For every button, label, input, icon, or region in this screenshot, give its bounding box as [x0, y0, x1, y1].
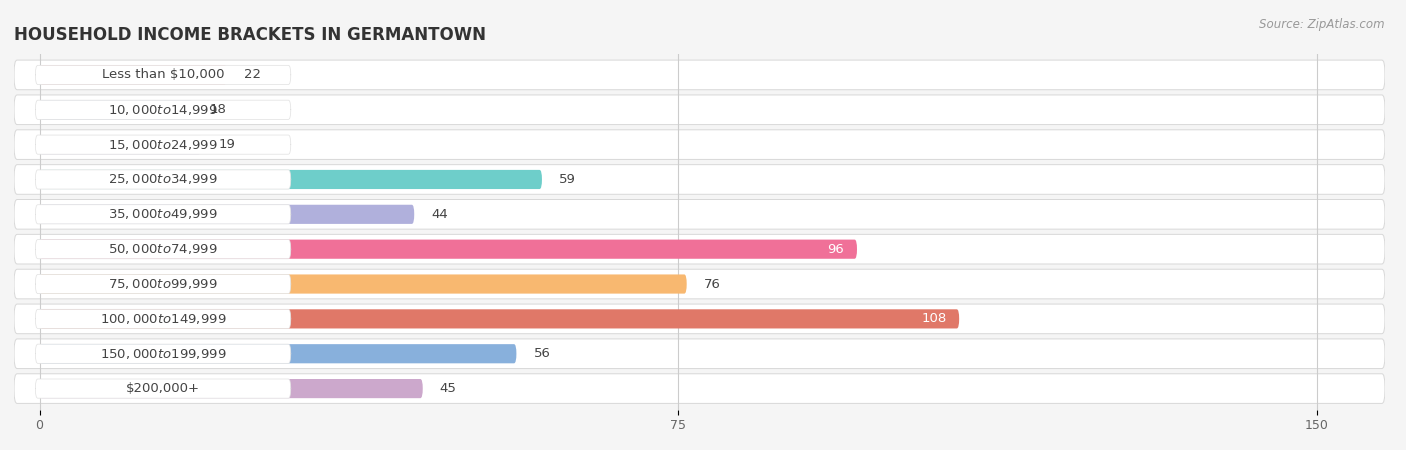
FancyBboxPatch shape: [39, 309, 959, 328]
Text: Source: ZipAtlas.com: Source: ZipAtlas.com: [1260, 18, 1385, 31]
Text: $50,000 to $74,999: $50,000 to $74,999: [108, 242, 218, 256]
FancyBboxPatch shape: [14, 234, 1385, 264]
Text: 56: 56: [533, 347, 550, 360]
Text: 108: 108: [921, 312, 946, 325]
Text: $10,000 to $14,999: $10,000 to $14,999: [108, 103, 218, 117]
FancyBboxPatch shape: [35, 205, 291, 224]
FancyBboxPatch shape: [14, 95, 1385, 125]
Text: $35,000 to $49,999: $35,000 to $49,999: [108, 207, 218, 221]
FancyBboxPatch shape: [14, 374, 1385, 403]
FancyBboxPatch shape: [35, 170, 291, 189]
FancyBboxPatch shape: [14, 269, 1385, 299]
FancyBboxPatch shape: [14, 165, 1385, 194]
FancyBboxPatch shape: [39, 170, 541, 189]
FancyBboxPatch shape: [39, 239, 858, 259]
Text: 18: 18: [209, 103, 226, 116]
FancyBboxPatch shape: [39, 135, 201, 154]
FancyBboxPatch shape: [14, 60, 1385, 90]
FancyBboxPatch shape: [35, 379, 291, 398]
FancyBboxPatch shape: [35, 65, 291, 85]
FancyBboxPatch shape: [35, 344, 291, 363]
Text: $75,000 to $99,999: $75,000 to $99,999: [108, 277, 218, 291]
FancyBboxPatch shape: [35, 100, 291, 119]
Text: 45: 45: [440, 382, 457, 395]
FancyBboxPatch shape: [35, 274, 291, 293]
FancyBboxPatch shape: [35, 135, 291, 154]
Text: 96: 96: [828, 243, 844, 256]
FancyBboxPatch shape: [39, 65, 226, 85]
Text: 59: 59: [560, 173, 576, 186]
FancyBboxPatch shape: [35, 239, 291, 259]
Text: 76: 76: [704, 278, 721, 291]
Text: 19: 19: [218, 138, 235, 151]
FancyBboxPatch shape: [39, 274, 686, 293]
Text: $150,000 to $199,999: $150,000 to $199,999: [100, 347, 226, 361]
FancyBboxPatch shape: [14, 339, 1385, 369]
Text: $25,000 to $34,999: $25,000 to $34,999: [108, 172, 218, 186]
Text: $15,000 to $24,999: $15,000 to $24,999: [108, 138, 218, 152]
FancyBboxPatch shape: [14, 304, 1385, 334]
Text: $100,000 to $149,999: $100,000 to $149,999: [100, 312, 226, 326]
Text: 44: 44: [432, 208, 449, 221]
Text: Less than $10,000: Less than $10,000: [101, 68, 225, 81]
FancyBboxPatch shape: [39, 100, 193, 119]
FancyBboxPatch shape: [14, 199, 1385, 229]
Text: HOUSEHOLD INCOME BRACKETS IN GERMANTOWN: HOUSEHOLD INCOME BRACKETS IN GERMANTOWN: [14, 26, 486, 44]
FancyBboxPatch shape: [35, 309, 291, 328]
FancyBboxPatch shape: [14, 130, 1385, 159]
FancyBboxPatch shape: [39, 205, 415, 224]
Text: $200,000+: $200,000+: [127, 382, 200, 395]
FancyBboxPatch shape: [39, 379, 423, 398]
FancyBboxPatch shape: [39, 344, 516, 363]
Text: 22: 22: [245, 68, 262, 81]
